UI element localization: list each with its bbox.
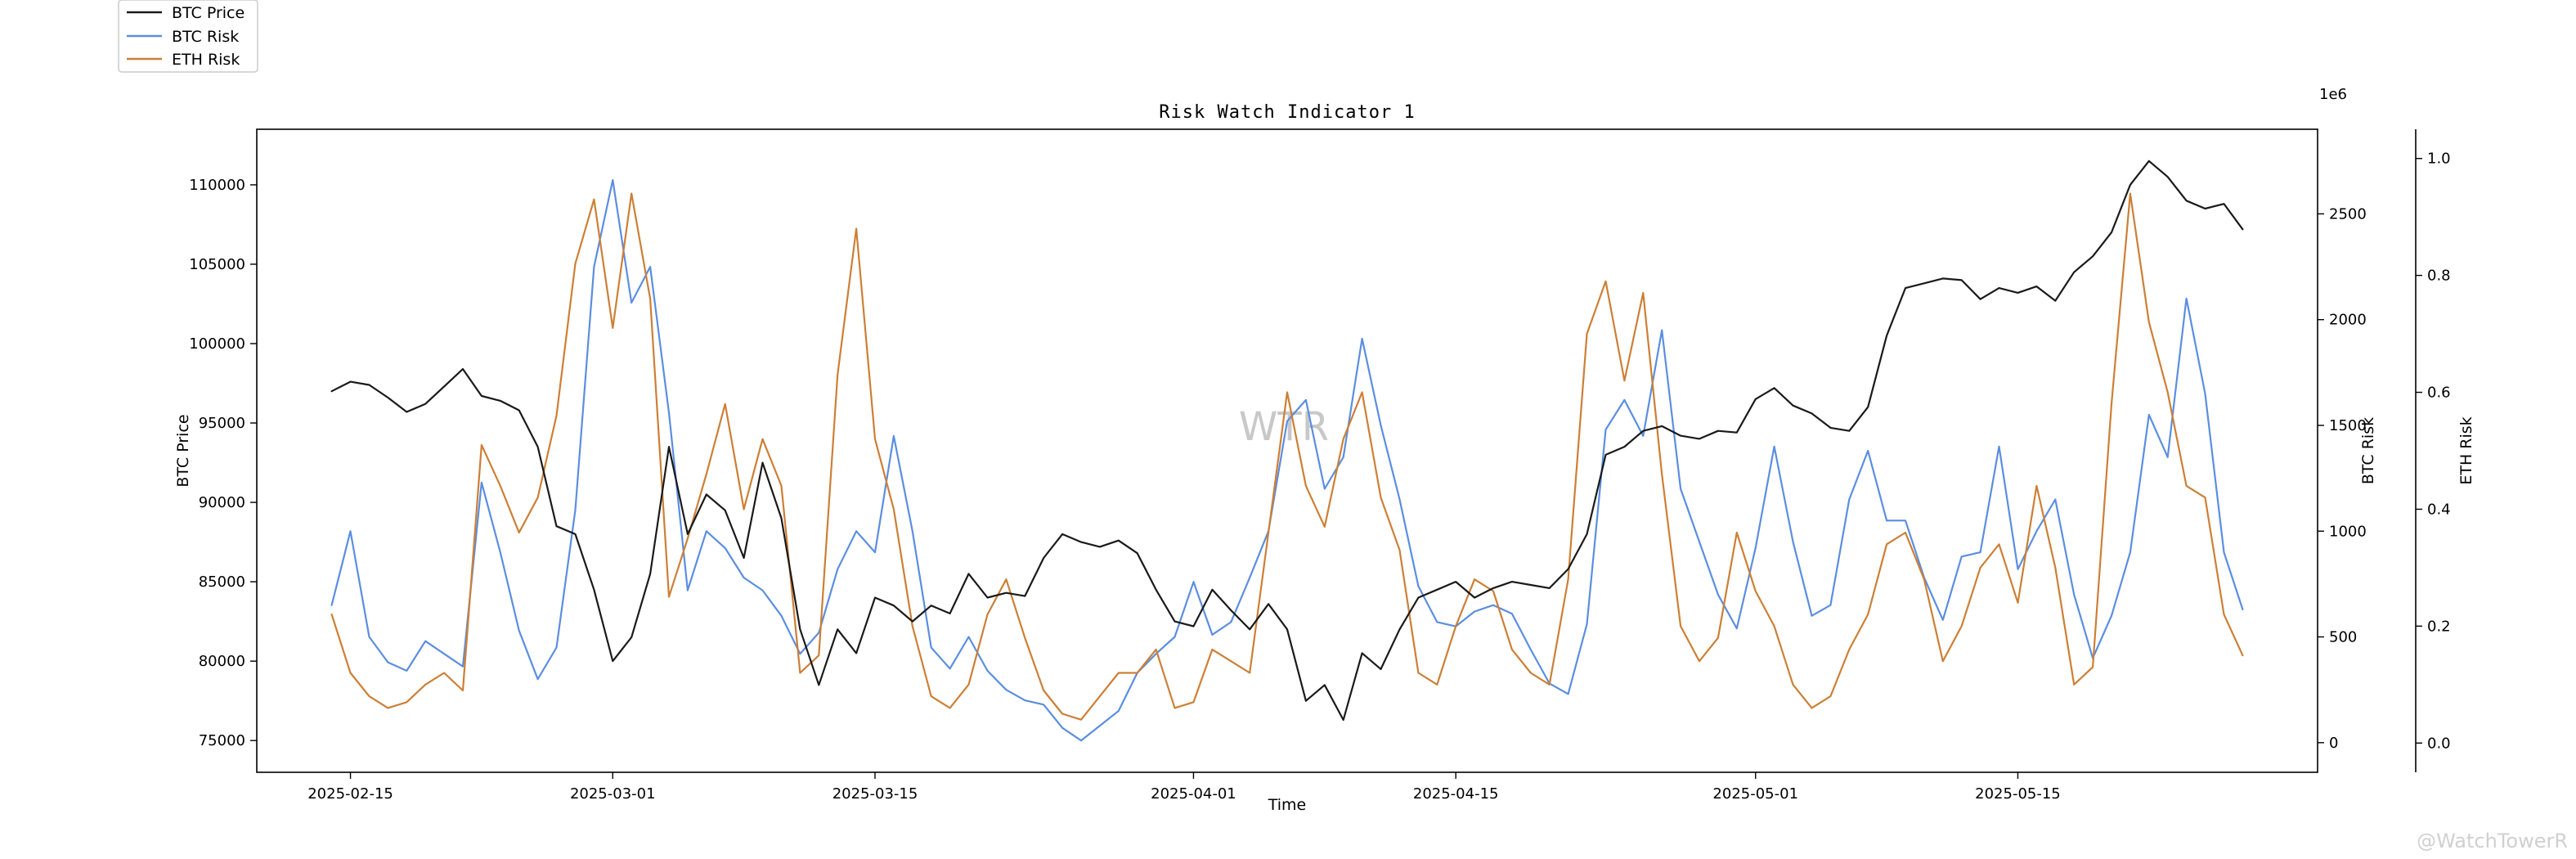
btc-price-tick-label: 100000 <box>189 335 245 353</box>
x-axis-label: Time <box>1268 796 1307 814</box>
eth-risk-axis-ticks: 0.0 0.2 0.4 0.6 0.8 1.0 <box>2416 151 2451 752</box>
btc-price-tick-label: 85000 <box>199 573 245 591</box>
eth-risk-tick-label: 0.2 <box>2427 618 2451 635</box>
btc-risk-offset-text: 1e6 <box>2319 86 2347 103</box>
x-tick-label: 2025-03-15 <box>832 785 918 803</box>
btc-risk-line <box>330 179 2244 742</box>
btc-risk-axis-ticks: 0 500 1000 1500 2000 2500 <box>2318 205 2367 752</box>
eth-risk-tick-label: 0.8 <box>2427 268 2451 285</box>
btc-price-line <box>330 160 2244 722</box>
btc-risk-tick-label: 1000 <box>2329 523 2367 540</box>
legend-label-eth-risk: ETH Risk <box>172 51 240 69</box>
btc-price-axis-ticks: 75000 80000 85000 90000 95000 100000 105000 110… <box>189 177 257 749</box>
btc-price-tick-label: 105000 <box>189 256 245 273</box>
btc-price-tick-label: 95000 <box>199 415 245 432</box>
btc-risk-tick-label: 2000 <box>2329 312 2367 329</box>
eth-risk-line <box>330 192 2244 721</box>
btc-price-tick-label: 90000 <box>199 494 245 511</box>
btc-risk-tick-label: 500 <box>2329 629 2357 646</box>
x-tick-label: 2025-03-01 <box>570 785 656 803</box>
btc-price-tick-label: 75000 <box>199 732 245 749</box>
eth-risk-tick-label: 0.4 <box>2427 501 2451 518</box>
x-tick-label: 2025-05-01 <box>1712 785 1798 803</box>
series-layer <box>330 160 2244 742</box>
legend-label-btc-price: BTC Price <box>172 4 245 22</box>
x-tick-label: 2025-02-15 <box>307 785 393 803</box>
legend: BTC Price BTC Risk ETH Risk <box>118 0 258 73</box>
legend-box <box>118 0 258 73</box>
btc-price-axis-label: BTC Price <box>174 414 192 487</box>
x-axis-ticks: 2025-02-15 2025-03-01 2025-03-15 2025-04-01… <box>307 772 2061 803</box>
x-tick-label: 2025-04-01 <box>1151 785 1236 803</box>
btc-price-tick-label: 110000 <box>189 177 245 194</box>
eth-risk-tick-label: 1.0 <box>2427 151 2451 168</box>
btc-risk-tick-label: 2500 <box>2329 205 2367 223</box>
corner-watermark: @WatchTowerR <box>2417 830 2568 852</box>
eth-risk-axis-label: ETH Risk <box>2457 416 2475 484</box>
eth-risk-tick-label: 0.0 <box>2427 735 2451 752</box>
chart-title: Risk Watch Indicator 1 <box>1159 102 1415 123</box>
btc-risk-tick-label: 0 <box>2329 735 2338 752</box>
plot-frame <box>256 128 2318 773</box>
eth-risk-tick-label: 0.6 <box>2427 385 2451 402</box>
btc-risk-tick-label: 1500 <box>2329 417 2367 434</box>
x-tick-label: 2025-04-15 <box>1413 785 1499 803</box>
btc-price-tick-label: 80000 <box>199 653 245 670</box>
btc-risk-axis-label: BTC Risk <box>2359 417 2377 484</box>
x-tick-label: 2025-05-15 <box>1975 785 2061 803</box>
legend-label-btc-risk: BTC Risk <box>172 28 239 46</box>
